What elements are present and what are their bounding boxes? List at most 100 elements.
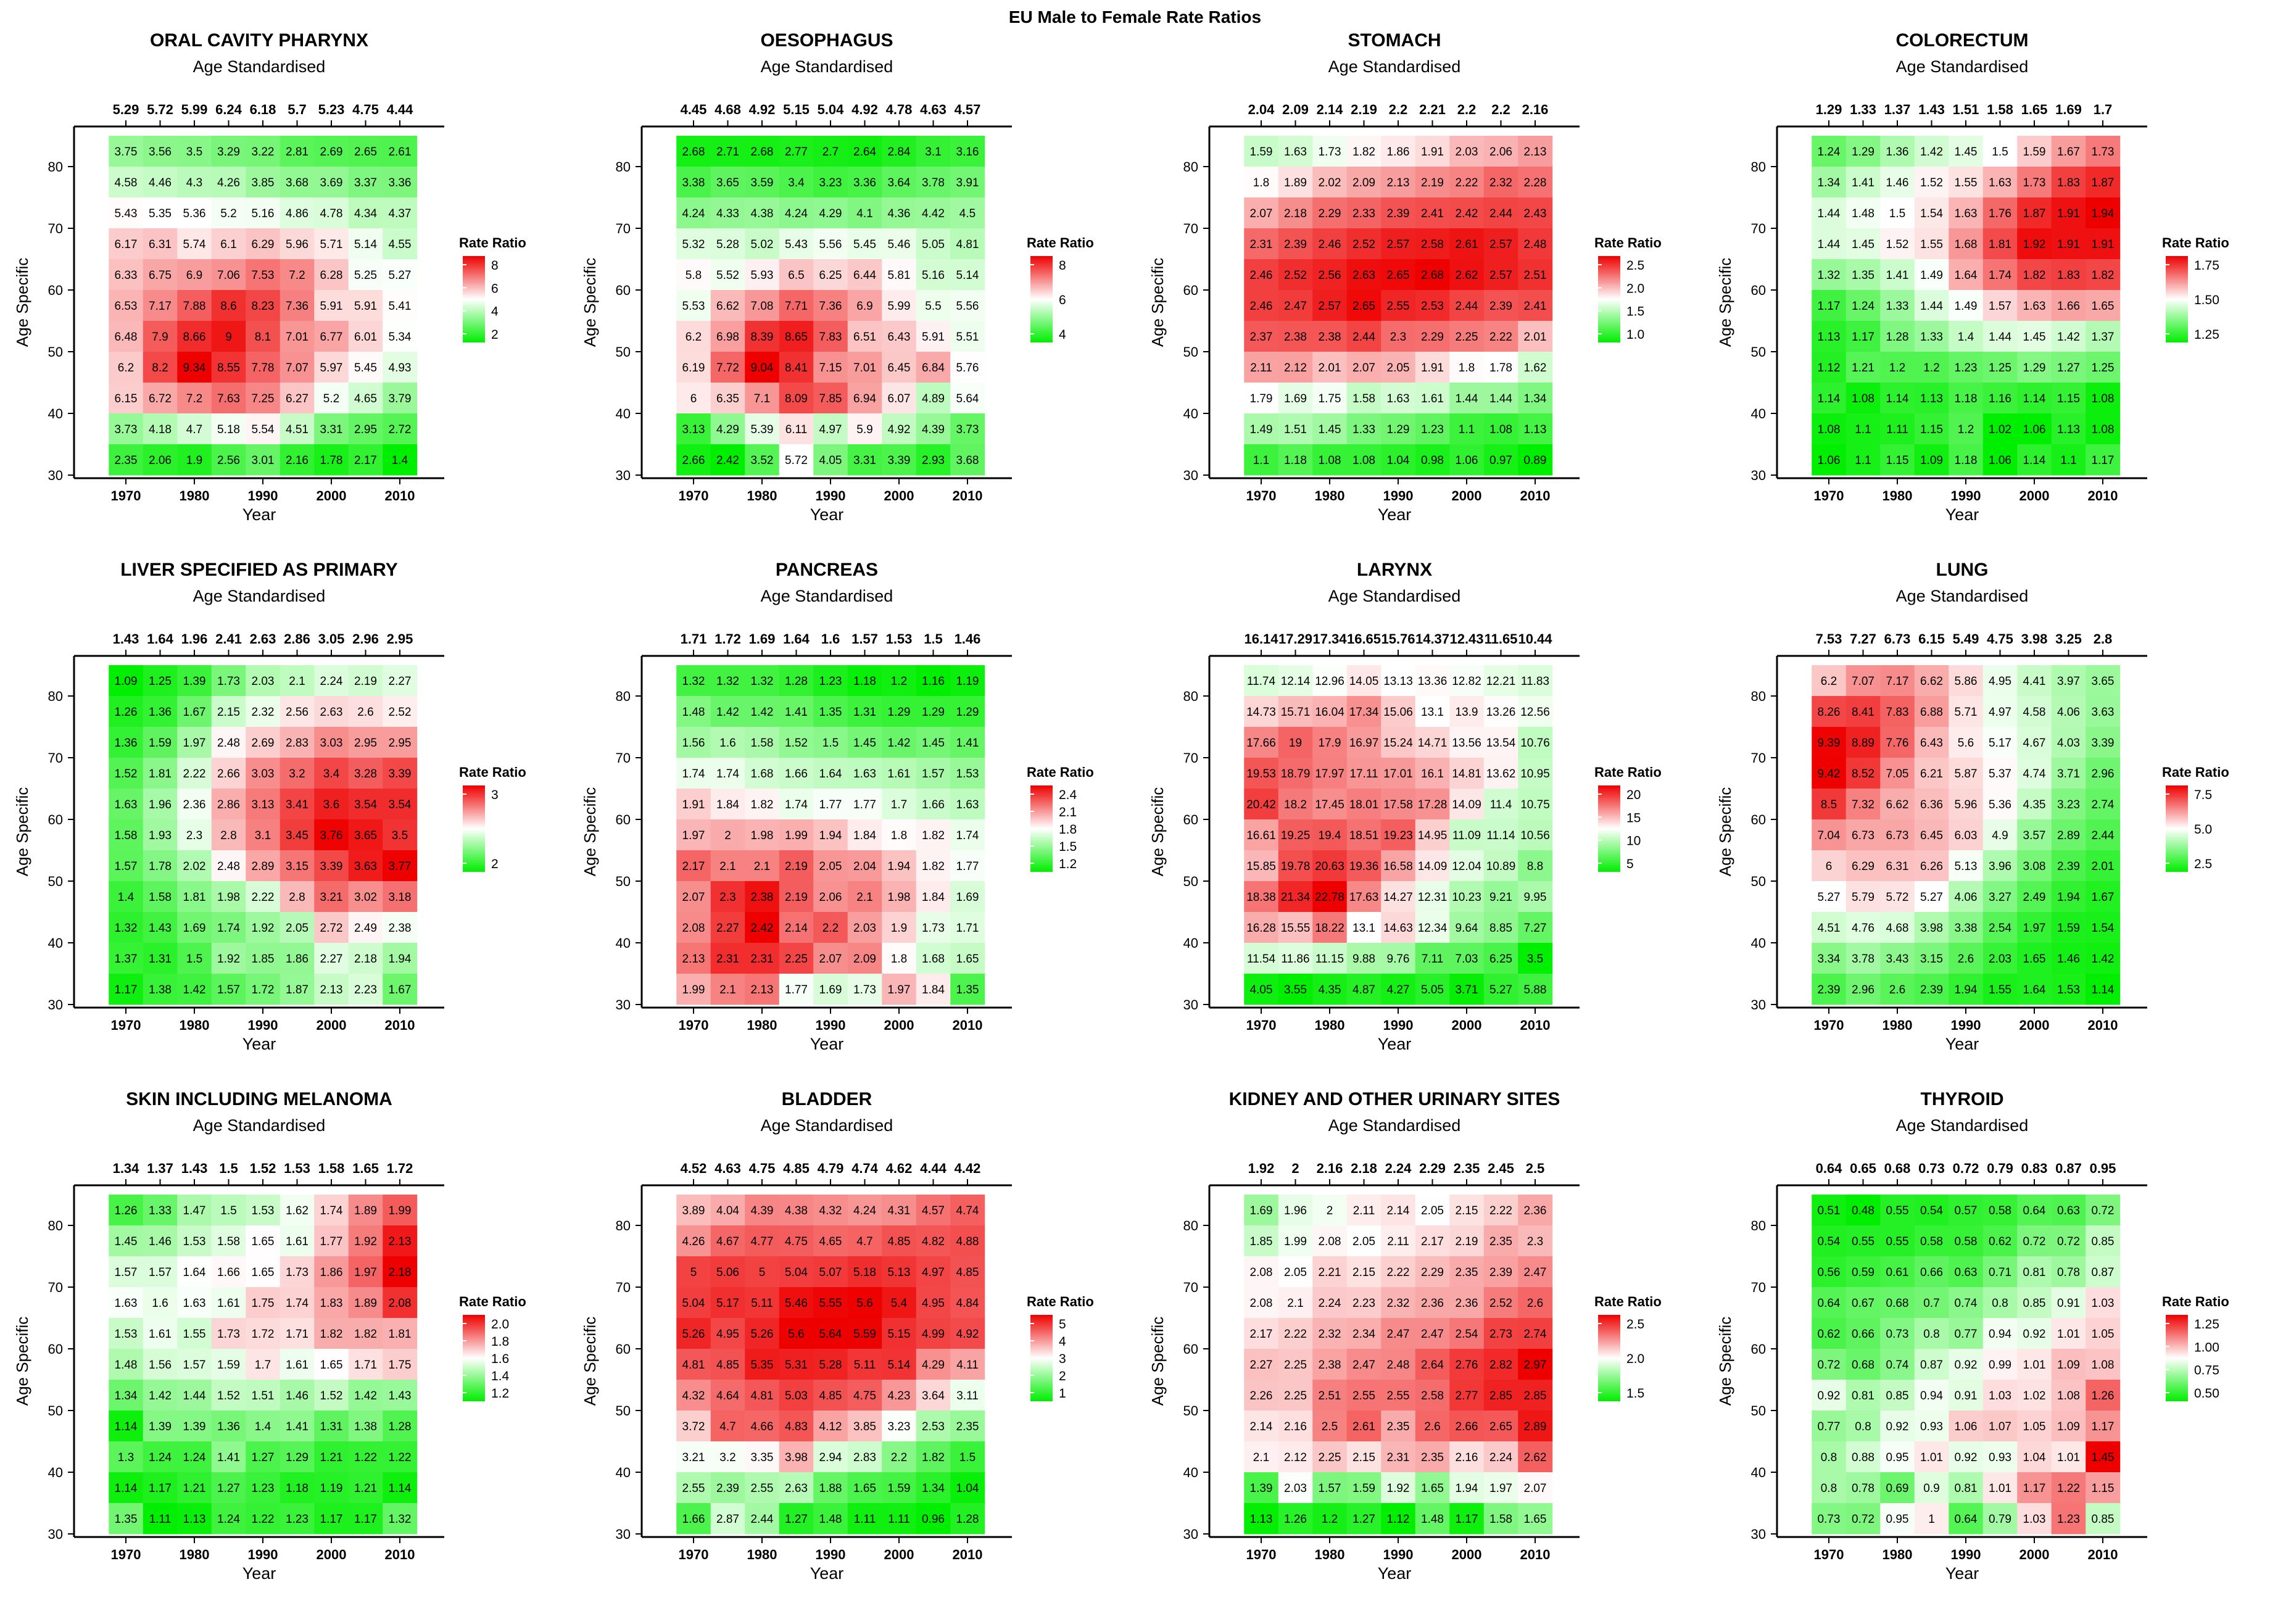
heatmap-cell xyxy=(1949,352,1984,383)
age-standardised-value: 1.43 xyxy=(113,631,139,647)
cell-value: 1.1 xyxy=(2060,454,2076,467)
cell-value: 1.75 xyxy=(389,1359,412,1372)
heatmap-cell xyxy=(1244,383,1279,414)
heatmap-cell xyxy=(950,352,985,383)
x-tick-label: 2010 xyxy=(1520,1017,1551,1033)
cell-value: 1.53 xyxy=(2057,984,2080,996)
heatmap-cell xyxy=(1880,1318,1915,1349)
heatmap-cell xyxy=(1812,290,1847,321)
heatmap-cell xyxy=(1415,727,1450,758)
cell-value: 5.46 xyxy=(888,238,911,251)
age-standardised-value: 1.43 xyxy=(1918,102,1945,117)
heatmap-cell xyxy=(1346,413,1381,445)
heatmap-cell xyxy=(813,1318,848,1349)
cell-value: 13.62 xyxy=(1486,768,1516,781)
cell-value: 1.75 xyxy=(1319,392,1341,405)
cell-value: 7.63 xyxy=(217,392,240,405)
heatmap-cell xyxy=(1914,1195,1949,1226)
y-tick-label: 50 xyxy=(48,344,63,360)
cell-value: 3.5 xyxy=(1527,953,1543,966)
heatmap-cell xyxy=(1312,167,1348,198)
cell-value: 6.51 xyxy=(853,331,876,344)
heatmap-cell xyxy=(211,850,246,882)
cell-value: 8.6 xyxy=(220,300,236,313)
cell-value: 5.8 xyxy=(686,269,702,282)
cell-value: 1.73 xyxy=(217,675,240,688)
cell-value: 2.15 xyxy=(217,706,240,719)
heatmap-cell xyxy=(2086,136,2121,167)
heatmap-cell xyxy=(1312,1472,1348,1504)
cell-value: 1.42 xyxy=(149,1390,172,1402)
heatmap-cell xyxy=(1278,1472,1313,1504)
heatmap-cell xyxy=(109,1380,144,1411)
heatmap-cell xyxy=(1949,912,1984,943)
heatmap-cell xyxy=(1845,758,1881,789)
cell-value: 1.53 xyxy=(956,768,979,781)
heatmap-cell xyxy=(1982,758,2018,789)
cell-value: 2.12 xyxy=(1284,362,1307,375)
cell-value: 1.25 xyxy=(149,675,172,688)
heatmap-cell xyxy=(1483,850,1518,882)
heatmap-cell xyxy=(813,665,848,697)
age-standardised-value: 6.15 xyxy=(1918,631,1945,647)
cell-value: 1.05 xyxy=(2092,1328,2115,1341)
heatmap-cell xyxy=(2017,228,2052,260)
age-standardised-value: 4.44 xyxy=(387,102,414,117)
cell-value: 6.31 xyxy=(149,238,172,251)
heatmap-cell xyxy=(383,758,418,789)
cell-value: 2.65 xyxy=(1489,1420,1512,1433)
heatmap-cell xyxy=(2051,1411,2086,1442)
cell-value: 5.74 xyxy=(183,238,206,251)
heatmap-cell xyxy=(1449,352,1485,383)
cell-value: 2.55 xyxy=(682,1482,705,1495)
cell-value: 1.83 xyxy=(2057,269,2080,282)
cell-value: 6.5 xyxy=(788,269,804,282)
heatmap-cell xyxy=(950,290,985,321)
cell-value: 4.84 xyxy=(956,1297,979,1310)
cell-value: 0.8 xyxy=(1923,1328,1939,1341)
heatmap-cell xyxy=(676,290,711,321)
heatmap-cell xyxy=(813,444,848,476)
heatmap-cell xyxy=(143,850,178,882)
cell-value: 1.69 xyxy=(1284,392,1307,405)
cell-value: 2.03 xyxy=(1989,953,2011,966)
cell-value: 2.01 xyxy=(1319,362,1341,375)
cell-value: 3.69 xyxy=(320,176,343,189)
cell-value: 7.03 xyxy=(1456,953,1478,966)
heatmap-cell xyxy=(177,696,212,727)
heatmap-cell xyxy=(1982,413,2018,445)
heatmap-cell xyxy=(1381,850,1416,882)
heatmap-cell xyxy=(1914,413,1949,445)
cell-value: 2.19 xyxy=(1456,1235,1478,1248)
cell-value: 0.72 xyxy=(2092,1204,2115,1217)
heatmap-cell xyxy=(1982,1441,2018,1473)
heatmap-cell xyxy=(882,850,917,882)
cell-value: 1.17 xyxy=(2092,1420,2115,1433)
heatmap-cell xyxy=(1415,383,1450,414)
heatmap-cell xyxy=(2017,1195,2052,1226)
heatmap-cell xyxy=(779,1503,814,1535)
legend-tick-label: 3 xyxy=(491,788,499,802)
cell-value: 1.44 xyxy=(1818,207,1841,220)
heatmap-cell xyxy=(1914,228,1949,260)
heatmap-cell xyxy=(745,1472,780,1504)
x-tick-label: 2010 xyxy=(385,1017,415,1033)
heatmap-cell xyxy=(916,943,951,974)
cell-value: 1.17 xyxy=(115,984,138,996)
heatmap-cell xyxy=(676,943,711,974)
heatmap-cell xyxy=(950,1411,985,1442)
heatmap-cell xyxy=(1483,1380,1518,1411)
cell-value: 8.09 xyxy=(785,392,808,405)
heatmap-cell xyxy=(1812,197,1847,229)
cell-value: 1.32 xyxy=(682,675,705,688)
cell-value: 1.06 xyxy=(1955,1420,1978,1433)
heatmap-cell xyxy=(710,197,745,229)
heatmap-cell xyxy=(1244,974,1279,1005)
cell-value: 5.41 xyxy=(389,300,412,313)
cell-value: 1.8 xyxy=(891,829,907,842)
heatmap-cell xyxy=(1415,1225,1450,1257)
x-tick-label: 1980 xyxy=(747,1017,777,1033)
cell-value: 2.55 xyxy=(1387,300,1410,313)
heatmap-cell xyxy=(2086,1380,2121,1411)
